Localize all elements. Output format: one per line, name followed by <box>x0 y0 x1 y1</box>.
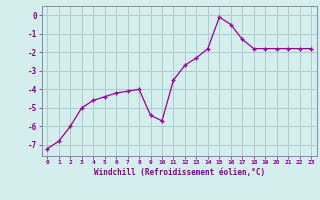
X-axis label: Windchill (Refroidissement éolien,°C): Windchill (Refroidissement éolien,°C) <box>94 168 265 177</box>
